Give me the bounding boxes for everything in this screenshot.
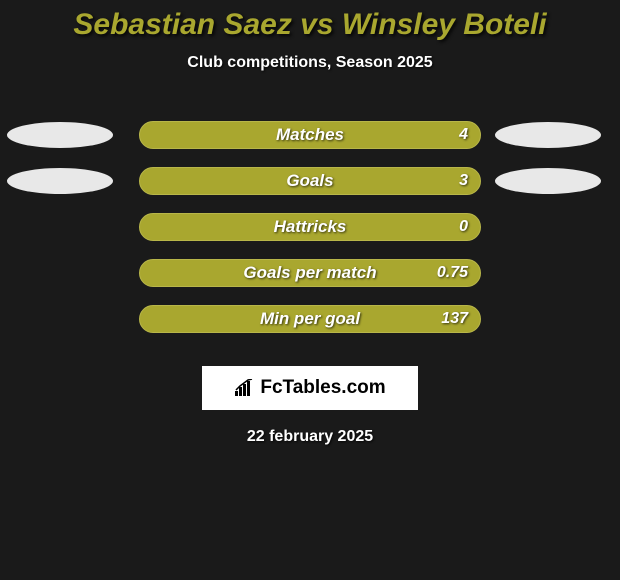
stat-label: Hattricks — [140, 217, 480, 237]
stat-row: Goals per match 0.75 — [0, 250, 620, 296]
date-text: 22 february 2025 — [247, 428, 373, 445]
right-ellipse — [495, 168, 601, 194]
stat-bar: Hattricks 0 — [139, 213, 481, 241]
stat-label: Goals per match — [140, 263, 480, 283]
stat-label: Min per goal — [140, 309, 480, 329]
left-ellipse — [7, 122, 113, 148]
date-label: 22 february 2025 — [0, 428, 620, 446]
comparison-title: Sebastian Saez vs Winsley Boteli — [0, 0, 620, 42]
stat-value: 137 — [441, 310, 468, 328]
stat-row: Min per goal 137 — [0, 296, 620, 342]
stat-row: Goals 3 — [0, 158, 620, 204]
bar-chart-icon — [234, 379, 256, 397]
stat-bar: Matches 4 — [139, 121, 481, 149]
stat-bar: Goals per match 0.75 — [139, 259, 481, 287]
stat-rows: Matches 4 Goals 3 Hattricks 0 Goals per … — [0, 112, 620, 342]
left-ellipse — [7, 168, 113, 194]
title-text: Sebastian Saez vs Winsley Boteli — [73, 8, 546, 41]
subtitle-text: Club competitions, Season 2025 — [187, 54, 432, 71]
stat-value: 3 — [459, 172, 468, 190]
stat-bar: Min per goal 137 — [139, 305, 481, 333]
stat-value: 4 — [459, 126, 468, 144]
logo-text: FcTables.com — [260, 377, 385, 399]
stat-value: 0.75 — [437, 264, 468, 282]
comparison-subtitle: Club competitions, Season 2025 — [0, 54, 620, 72]
logo-box: FcTables.com — [202, 366, 418, 410]
stat-bar: Goals 3 — [139, 167, 481, 195]
stat-value: 0 — [459, 218, 468, 236]
right-ellipse — [495, 122, 601, 148]
stat-row: Hattricks 0 — [0, 204, 620, 250]
stat-row: Matches 4 — [0, 112, 620, 158]
stat-label: Matches — [140, 125, 480, 145]
stat-label: Goals — [140, 171, 480, 191]
